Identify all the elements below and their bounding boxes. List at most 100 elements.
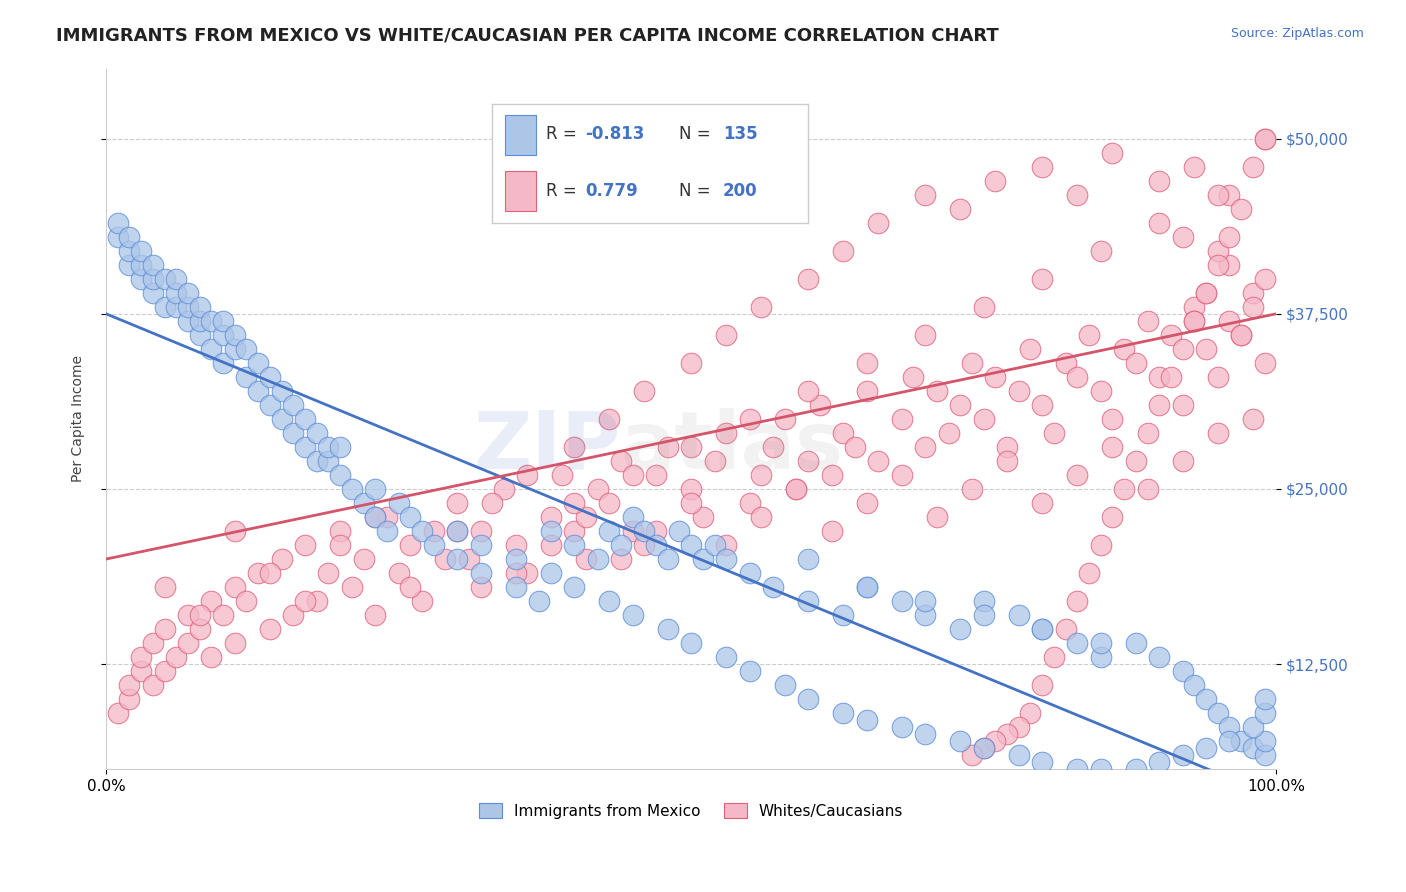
Point (657, 622, 679, 636)
Point (1195, 285, 1218, 300)
Point (540, 566, 562, 580)
Point (681, 482, 703, 496)
Point (118, 692, 141, 706)
Point (1206, 187, 1229, 202)
Point (984, 369, 1007, 384)
Point (318, 454, 340, 468)
Point (247, 566, 270, 580)
Point (762, 580, 785, 594)
Point (610, 538, 633, 552)
Point (681, 538, 703, 552)
Point (470, 580, 492, 594)
Point (797, 692, 820, 706)
Point (1182, 160, 1205, 174)
Point (388, 496, 411, 510)
Point (1218, 314, 1240, 328)
Point (1218, 229, 1240, 244)
Point (411, 594, 433, 608)
Point (283, 425, 305, 440)
Point (1125, 356, 1147, 370)
Point (318, 566, 340, 580)
Point (364, 510, 387, 524)
Text: atlas: atlas (621, 408, 844, 486)
Point (1253, 131, 1275, 145)
Point (399, 580, 422, 594)
Point (457, 552, 479, 566)
Point (434, 552, 457, 566)
Point (283, 608, 305, 623)
Point (762, 440, 785, 454)
Point (188, 608, 211, 623)
Point (329, 538, 352, 552)
Point (1206, 425, 1229, 440)
Point (118, 229, 141, 244)
Point (1066, 594, 1088, 608)
Point (1031, 272, 1053, 286)
Point (1182, 314, 1205, 328)
Point (527, 594, 550, 608)
Point (1136, 482, 1159, 496)
Point (188, 327, 211, 342)
Point (914, 327, 936, 342)
Point (1066, 369, 1088, 384)
Point (516, 467, 538, 482)
Point (1031, 398, 1053, 412)
Point (1253, 356, 1275, 370)
Point (1147, 174, 1170, 188)
Point (914, 187, 936, 202)
Point (1182, 314, 1205, 328)
Point (1090, 244, 1112, 258)
Point (610, 552, 633, 566)
Point (903, 369, 925, 384)
Point (1066, 762, 1088, 776)
Point (797, 454, 820, 468)
Point (1206, 369, 1229, 384)
Point (142, 636, 165, 650)
Point (832, 244, 855, 258)
Point (890, 412, 912, 426)
Point (890, 720, 912, 734)
Point (960, 356, 983, 370)
Point (224, 524, 246, 538)
Point (785, 482, 807, 496)
Point (375, 524, 398, 538)
Point (1253, 748, 1275, 763)
Point (773, 678, 796, 692)
Point (575, 552, 598, 566)
Point (716, 650, 738, 665)
Point (200, 314, 222, 328)
Point (1125, 636, 1147, 650)
Point (446, 496, 468, 510)
Point (773, 412, 796, 426)
Point (1054, 356, 1077, 370)
Point (1182, 678, 1205, 692)
Point (738, 566, 761, 580)
Point (1125, 762, 1147, 776)
Point (1218, 720, 1240, 734)
Point (1218, 734, 1240, 748)
Point (411, 524, 433, 538)
Point (621, 510, 644, 524)
Point (540, 510, 562, 524)
Point (1160, 327, 1182, 342)
Point (1206, 258, 1229, 272)
Point (212, 327, 235, 342)
Point (329, 440, 352, 454)
Point (1136, 314, 1159, 328)
Point (1101, 145, 1123, 160)
Point (1019, 342, 1042, 356)
Point (224, 580, 246, 594)
Point (1241, 285, 1264, 300)
Point (177, 285, 200, 300)
Point (562, 496, 585, 510)
Point (692, 510, 714, 524)
Point (645, 538, 668, 552)
Point (212, 608, 235, 623)
Point (949, 398, 972, 412)
Point (107, 216, 129, 230)
Point (995, 727, 1018, 741)
Point (645, 524, 668, 538)
Point (505, 566, 527, 580)
Point (177, 314, 200, 328)
Point (399, 510, 422, 524)
